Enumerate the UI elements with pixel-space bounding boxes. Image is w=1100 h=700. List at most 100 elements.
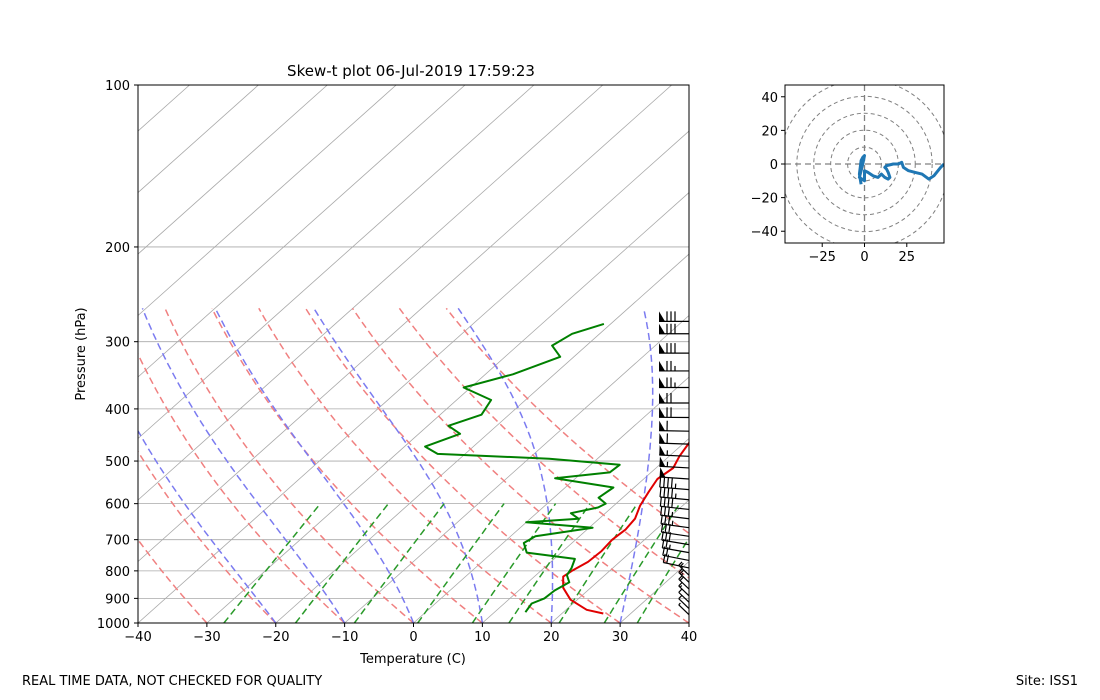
isotherm-line [688, 622, 689, 623]
wind-barb [659, 420, 690, 432]
dry-adiabat [138, 352, 346, 623]
skewt-panel: −40 −30 −20 −10 0 10 20 30 401000900800700600500… [0, 62, 1100, 667]
wind-barb-feather [667, 487, 670, 498]
isotherm-line [206, 191, 689, 623]
wind-barb-pennant [659, 343, 665, 354]
isotherm-line [344, 314, 689, 623]
wind-barb-feather [659, 496, 662, 507]
wind-barb-feather [667, 506, 670, 517]
wind-barb [660, 514, 690, 529]
wind-barb-feather [663, 477, 666, 488]
mixing-ratio-line [471, 503, 557, 623]
wind-barb [659, 487, 690, 501]
isotherm-line [138, 85, 604, 501]
wind-barb-staff [663, 561, 690, 569]
y-tick-label: 200 [105, 241, 130, 256]
wind-barb [659, 392, 689, 404]
isotherm-line [138, 85, 259, 194]
wind-barb [659, 323, 689, 335]
wind-barb-feather [679, 569, 684, 575]
y-tick-label: 400 [105, 403, 130, 418]
wind-barb [678, 575, 690, 590]
wind-barb-pennant [659, 420, 666, 431]
moist-adiabat [141, 308, 346, 623]
quality-disclaimer: REAL TIME DATA, NOT CHECKED FOR QUALITY [22, 674, 323, 689]
isotherm-line [138, 85, 466, 378]
wind-barb-staff [678, 598, 690, 609]
wind-barb-feather [660, 505, 663, 516]
wind-barb-pennant [659, 360, 665, 371]
hodograph-rings [785, 85, 944, 243]
wind-barb-feather [667, 515, 671, 525]
isotherm-line [0, 85, 121, 623]
isotherm-line [550, 499, 689, 623]
wind-barb-pennant [659, 445, 666, 456]
y-tick-label: 600 [105, 498, 130, 513]
wind-barb-staff [662, 547, 690, 554]
wind-barb-feather [678, 575, 683, 580]
skewt-axes: −40 −30 −20 −10 0 10 20 30 40 1000 900 800 700 600 500… [97, 79, 697, 645]
dry-adiabat [138, 450, 277, 623]
x-tick-label: 40 [681, 630, 698, 645]
wind-barb [659, 456, 690, 469]
x-tick-label: 0 [409, 630, 417, 645]
wind-barb-feather [659, 477, 662, 488]
wind-barb-feather [664, 514, 667, 525]
wind-barb-feather [670, 478, 673, 489]
y-tick-label: 1000 [97, 617, 130, 632]
wind-barb-staff [678, 585, 690, 597]
wind-barb-half-feather [671, 520, 674, 526]
wind-barb-staff [678, 578, 690, 590]
wind-barb [659, 311, 689, 322]
wind-barb [659, 467, 690, 480]
temperature-trace [562, 441, 689, 615]
wind-barb-staff [678, 604, 690, 616]
x-axis-label: Temperature (C) [359, 652, 466, 667]
wind-barb [678, 588, 690, 603]
x-tick-label: −10 [331, 630, 358, 645]
x-tick-label: −30 [193, 630, 220, 645]
skewt-frame [137, 84, 690, 624]
isotherm-line [138, 85, 535, 440]
dry-adiabat [211, 307, 483, 623]
isotherm-line [758, 85, 1100, 623]
wind-barb-half-feather [668, 544, 671, 550]
hodograph-y-tick-label: −20 [751, 192, 778, 207]
moist-adiabat [138, 429, 277, 623]
y-axis-label: Pressure (hPa) [74, 307, 89, 400]
moist-adiabat [313, 307, 484, 623]
isotherm-line [138, 130, 689, 623]
wind-barb [659, 377, 689, 389]
wind-barb-pennant [659, 433, 666, 444]
isotherm-line [138, 85, 672, 563]
dry-adiabat [351, 307, 689, 623]
wind-barb-pennant [659, 392, 665, 403]
mixing-ratio-line [294, 503, 389, 623]
mixing-ratio-line [223, 503, 321, 623]
wind-barb [678, 602, 690, 616]
isotherm-line [0, 85, 52, 623]
wind-barb [659, 360, 689, 372]
wind-barb-half-feather [678, 602, 681, 606]
y-tick-label: 900 [105, 592, 130, 607]
x-tick-label: 10 [474, 630, 491, 645]
wind-barb [659, 433, 690, 445]
wind-barb-pennant [659, 311, 665, 322]
wind-barb-staff [678, 564, 690, 576]
wind-barb [678, 568, 690, 583]
wind-barb-staff [662, 554, 690, 561]
wind-barb-pennant [659, 407, 666, 418]
y-tick-label: 500 [105, 455, 130, 470]
dry-adiabat [445, 307, 689, 535]
wind-barb-feather [663, 497, 666, 507]
x-tick-label: −20 [262, 630, 289, 645]
hodograph-y-tick-label: 40 [761, 91, 778, 106]
skewt-background-lines [0, 85, 1100, 623]
wind-barb-half-feather [671, 511, 674, 517]
wind-barb-feather [679, 576, 684, 581]
hodograph-y-tick-label: −40 [751, 225, 778, 240]
isotherm-line [138, 85, 190, 132]
wind-barb-feather [660, 514, 663, 524]
wind-barb-staff [659, 486, 690, 491]
